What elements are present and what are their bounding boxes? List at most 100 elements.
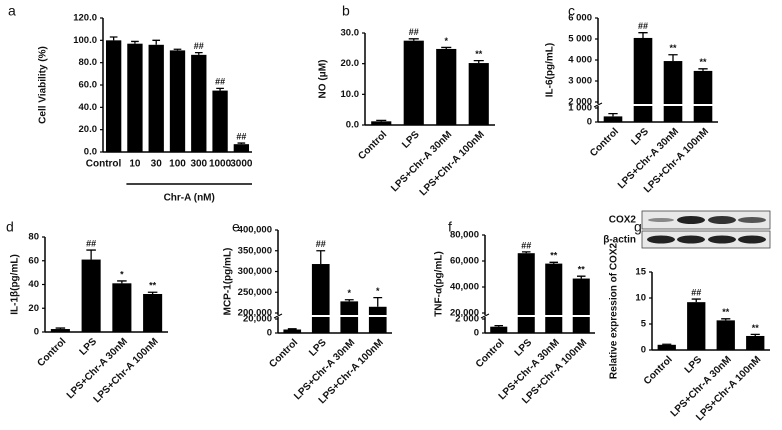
y-tick-label: 5 000 — [568, 34, 592, 45]
y-axis-label: TNF-α(pg/mL) — [434, 251, 445, 317]
bar — [283, 329, 302, 333]
bar — [127, 43, 143, 152]
y-tick-label: 40.0 — [79, 102, 98, 113]
blot-actin — [641, 230, 771, 249]
significance-label: ## — [316, 239, 326, 249]
y-tick-label: 20 — [28, 303, 39, 314]
x-tick-label: 100 — [169, 159, 186, 170]
x-tick-label: 10 — [129, 159, 141, 170]
western-blot: COX2 β-actin — [603, 210, 771, 249]
x-tick-label: LPS — [307, 337, 329, 359]
x-tick-label: LPS+Chr-A 30nM — [389, 129, 454, 194]
error-bar — [408, 38, 419, 41]
bar — [746, 335, 765, 350]
significance-label: ** — [669, 43, 677, 53]
y-tick-label: 0 — [587, 117, 592, 128]
significance-label: ## — [86, 238, 96, 248]
error-bar — [376, 119, 387, 122]
band — [648, 218, 674, 222]
y-tick-label: 6 000 — [568, 13, 592, 24]
y-tick-label: 60,000 — [450, 256, 479, 267]
y-tick-label: 20.0 — [79, 124, 98, 135]
y-tick-label: 60 — [28, 255, 39, 266]
bar — [191, 54, 207, 152]
error-bar — [131, 40, 139, 44]
panel-letter: b — [342, 3, 350, 19]
x-tick-label: LPS — [629, 126, 651, 148]
bar — [657, 344, 676, 350]
bar — [716, 320, 735, 350]
y-tick-label: 80 — [28, 232, 39, 243]
band — [677, 235, 705, 244]
significance-label: * — [120, 269, 124, 279]
y-tick-label: 200,000 — [238, 308, 272, 319]
x-tick-label: Control — [35, 336, 68, 369]
bar — [169, 50, 186, 153]
error-bar — [691, 298, 701, 303]
x-tick-label: LPS+Chr-A 100nM — [418, 129, 487, 198]
x-tick-label: Control — [588, 126, 621, 159]
x-tick-label: LPS — [513, 337, 535, 359]
error-bar — [494, 325, 504, 327]
band — [738, 235, 766, 244]
error-bar — [521, 251, 531, 254]
x-group-label: Chr-A (nM) — [164, 193, 215, 204]
axis-break — [594, 104, 720, 106]
error-bar — [287, 328, 297, 330]
y-axis-label: MCP-1(pg/mL) — [223, 248, 234, 316]
bar — [81, 259, 101, 332]
bar — [143, 294, 163, 332]
bar — [436, 48, 457, 125]
y-axis-label: IL-1β(pg/mL) — [10, 254, 21, 315]
x-tick-label: 30 — [151, 159, 163, 170]
y-tick-label: 10.0 — [341, 89, 360, 100]
y-tick-label: 20.0 — [341, 58, 360, 69]
error-bar — [473, 59, 484, 64]
y-tick-label: 40 — [28, 279, 39, 290]
bar — [603, 116, 623, 122]
bar — [633, 37, 653, 123]
y-tick-label: 2 000 — [568, 97, 592, 108]
y-tick-label: 400,000 — [238, 225, 272, 236]
y-tick-label: 5 — [641, 319, 647, 330]
y-tick-label: 300,000 — [238, 266, 272, 277]
blot-label: β-actin — [603, 235, 636, 246]
x-tick-label: 300 — [190, 159, 207, 170]
significance-label: ## — [638, 21, 648, 31]
y-tick-label: 80.0 — [79, 57, 98, 68]
y-tick-label: 2 000 — [455, 314, 479, 325]
significance-label: ## — [194, 41, 204, 51]
y-tick-label: 20,000 — [243, 314, 272, 325]
significance-label: ## — [521, 240, 531, 250]
bar — [50, 329, 70, 332]
bar — [693, 70, 713, 122]
significance-label: ** — [149, 281, 157, 291]
error-bar — [750, 333, 760, 336]
y-axis-label: Relative expression of COX2 — [609, 242, 620, 379]
error-bar — [109, 36, 118, 41]
y-tick-label: 0.0 — [346, 120, 359, 131]
significance-label: * — [376, 286, 380, 296]
bar — [233, 144, 250, 152]
bar — [112, 283, 132, 332]
x-tick-label: Control — [642, 354, 675, 387]
y-tick-label: 20,000 — [450, 308, 479, 319]
error-bar — [638, 32, 648, 38]
y-tick-label: 100.0 — [73, 35, 97, 46]
axis-break-mark — [273, 313, 283, 319]
y-axis-label: NO (μM) — [318, 60, 329, 99]
panel-letter: a — [8, 3, 16, 19]
significance-label: ** — [550, 251, 558, 261]
bar — [663, 61, 683, 122]
y-tick-label: 0 — [267, 328, 272, 339]
band — [677, 216, 705, 224]
bar — [340, 301, 359, 333]
significance-label: * — [444, 36, 448, 46]
y-tick-label: 0 — [474, 328, 479, 339]
y-tick-label: 30.0 — [341, 28, 360, 39]
error-bar — [662, 343, 672, 345]
x-tick-label: 1000 — [209, 159, 232, 170]
y-axis-label: IL-6(pg/mL) — [545, 43, 556, 97]
axis-break-mark — [480, 313, 490, 319]
